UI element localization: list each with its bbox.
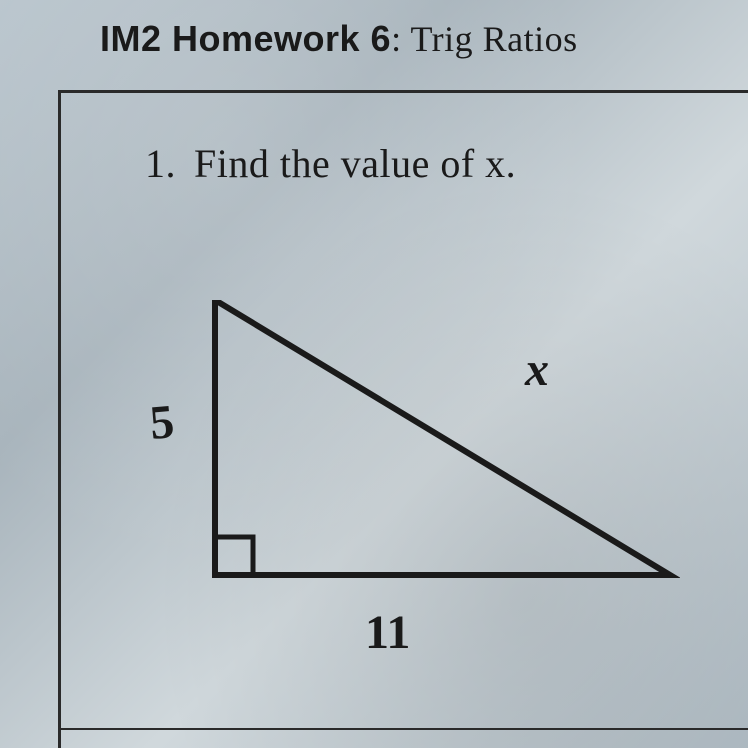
worksheet-header: IM2 Homework 6: Trig Ratios — [100, 18, 728, 60]
triangle-diagram: 5 x 11 — [140, 300, 680, 680]
question-prompt: Find the value of x. — [194, 141, 516, 186]
label-horizontal-leg: 11 — [365, 605, 410, 660]
right-angle-square — [215, 537, 253, 575]
question-number: 1. — [145, 140, 176, 187]
triangle-shape — [215, 300, 670, 575]
header-separator: : — [391, 19, 410, 59]
label-hypotenuse: x — [525, 342, 549, 397]
label-vertical-leg: 5 — [148, 394, 177, 451]
header-title-bold: IM2 Homework 6 — [100, 18, 391, 59]
question-text: 1. Find the value of x. — [145, 140, 516, 187]
header-title-regular: Trig Ratios — [410, 19, 577, 59]
